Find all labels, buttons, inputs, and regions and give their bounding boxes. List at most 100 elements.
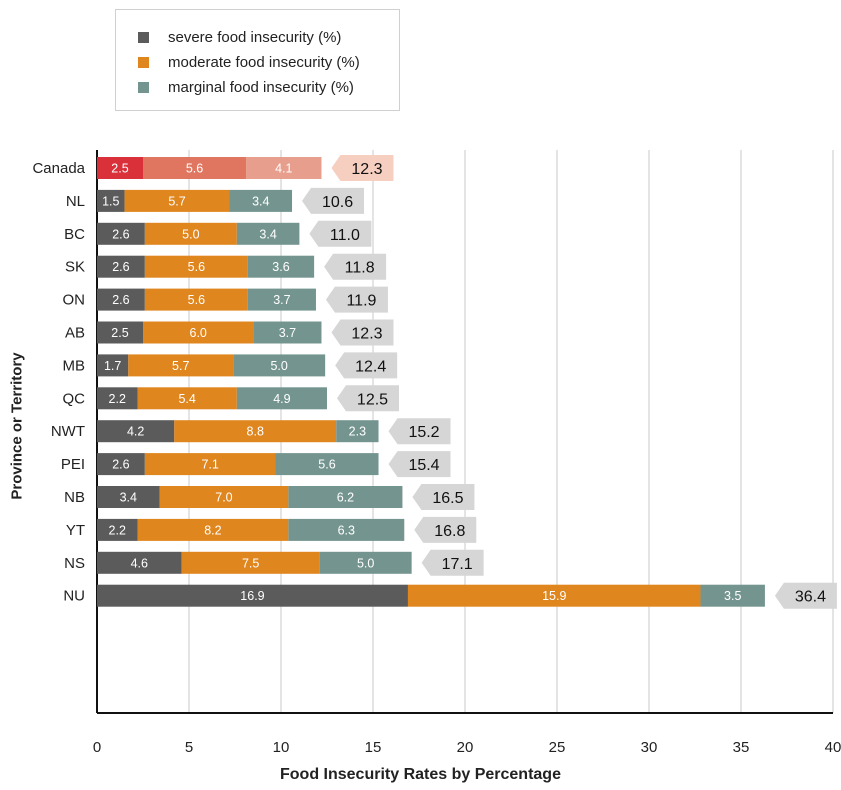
bar-segment <box>97 189 125 212</box>
bar-value-label: 8.8 <box>247 425 264 439</box>
bar-value-label: 5.7 <box>172 359 189 373</box>
legend-item-severe: severe food insecurity (%) <box>138 27 341 47</box>
total-value-label: 12.3 <box>351 161 382 178</box>
total-value-label: 10.6 <box>322 194 353 211</box>
bar-segment <box>253 321 322 344</box>
bar-segment <box>97 420 175 443</box>
x-tick-label: 35 <box>733 739 750 756</box>
bar-segment <box>143 157 247 179</box>
x-tick-label: 25 <box>549 739 566 756</box>
bar-value-label: 3.5 <box>724 589 741 603</box>
bar-value-label: 6.0 <box>190 326 207 340</box>
bar-value-label: 5.6 <box>188 260 205 274</box>
bar-segment <box>336 420 379 443</box>
total-value-label: 15.4 <box>408 457 439 474</box>
total-tag <box>774 582 837 609</box>
legend-label-moderate: moderate food insecurity (%) <box>168 53 360 71</box>
bar-value-label: 8.2 <box>204 523 221 537</box>
x-tick-label: 30 <box>641 739 658 756</box>
bar-segment <box>143 321 254 344</box>
bar-segment <box>319 551 412 574</box>
bar-segment <box>144 288 248 311</box>
bar-segment <box>97 157 143 179</box>
bar-segment <box>128 354 234 377</box>
y-tick-label: Canada <box>32 160 85 177</box>
bar-segment <box>97 222 145 245</box>
total-value-label: 36.4 <box>795 589 826 606</box>
bar-segment <box>137 387 237 410</box>
y-tick-label: AB <box>65 325 85 342</box>
bar-value-label: 4.2 <box>127 425 144 439</box>
bar-segment <box>247 255 315 278</box>
bar-value-label: 2.2 <box>109 523 126 537</box>
total-tag <box>421 549 484 576</box>
total-tag <box>302 187 365 214</box>
y-tick-label: NS <box>64 555 85 572</box>
bar-segment <box>181 551 320 574</box>
bar-segment <box>275 453 379 476</box>
bar-value-label: 7.5 <box>242 556 259 570</box>
total-tag <box>412 484 475 510</box>
bar-value-label: 2.6 <box>112 260 129 274</box>
bar-value-label: 2.6 <box>112 227 129 241</box>
bar-value-label: 3.6 <box>272 260 289 274</box>
bar-value-label: 3.7 <box>273 293 290 307</box>
bar-segment <box>174 420 337 443</box>
bar-segment <box>236 387 327 410</box>
bar-value-label: 5.6 <box>188 293 205 307</box>
y-tick-label: NB <box>64 489 85 506</box>
total-tag <box>388 418 451 445</box>
bar-value-label: 7.0 <box>215 491 232 505</box>
total-tag <box>325 286 388 313</box>
bar-value-label: 5.6 <box>186 162 203 176</box>
bar-value-label: 6.3 <box>338 523 355 537</box>
bar-value-label: 3.4 <box>259 227 276 241</box>
total-value-label: 12.5 <box>357 391 388 408</box>
bar-value-label: 2.3 <box>349 425 366 439</box>
bar-segment <box>247 288 316 311</box>
bar-segment <box>229 189 293 212</box>
total-tag <box>388 451 451 478</box>
bar-segment <box>97 255 145 278</box>
bar-value-label: 1.7 <box>104 359 121 373</box>
bar-value-label: 6.2 <box>337 491 354 505</box>
legend-item-marginal: marginal food insecurity (%) <box>138 77 354 97</box>
x-axis-title: Food Insecurity Rates by Percentage <box>280 766 561 783</box>
x-tick-label: 5 <box>185 739 193 756</box>
legend: severe food insecurity (%) moderate food… <box>115 9 400 111</box>
bar-segment <box>97 584 408 607</box>
bar-value-label: 16.9 <box>240 589 264 603</box>
bar-segment <box>700 584 765 607</box>
bar-segment <box>246 157 322 179</box>
bar-value-label: 5.6 <box>318 458 335 472</box>
bar-segment <box>288 518 405 541</box>
total-tag <box>324 253 387 280</box>
total-value-label: 11.0 <box>330 227 360 244</box>
y-tick-label: MB <box>63 357 86 374</box>
bar-segment <box>236 222 300 245</box>
bar-segment <box>144 255 248 278</box>
bar-segment <box>97 486 160 508</box>
total-tag <box>331 155 394 181</box>
x-tick-label: 0 <box>93 739 101 756</box>
bar-value-label: 3.4 <box>120 491 137 505</box>
bar-value-label: 2.6 <box>112 458 129 472</box>
bar-segment <box>407 584 701 607</box>
bar-value-label: 7.1 <box>201 458 218 472</box>
x-tick-label: 15 <box>365 739 382 756</box>
bar-value-label: 5.0 <box>182 227 199 241</box>
total-tag <box>331 319 394 346</box>
x-tick-label: 10 <box>273 739 290 756</box>
bar-value-label: 1.5 <box>102 194 119 208</box>
bar-value-label: 5.0 <box>270 359 287 373</box>
bar-value-label: 5.7 <box>168 194 185 208</box>
legend-item-moderate: moderate food insecurity (%) <box>138 52 360 72</box>
total-value-label: 11.9 <box>346 293 376 310</box>
bar-segment <box>144 453 276 476</box>
bar-value-label: 3.4 <box>252 194 269 208</box>
bar-value-label: 4.6 <box>131 556 148 570</box>
y-tick-label: BC <box>64 226 85 243</box>
total-tag <box>309 220 372 247</box>
total-value-label: 15.2 <box>408 424 439 441</box>
